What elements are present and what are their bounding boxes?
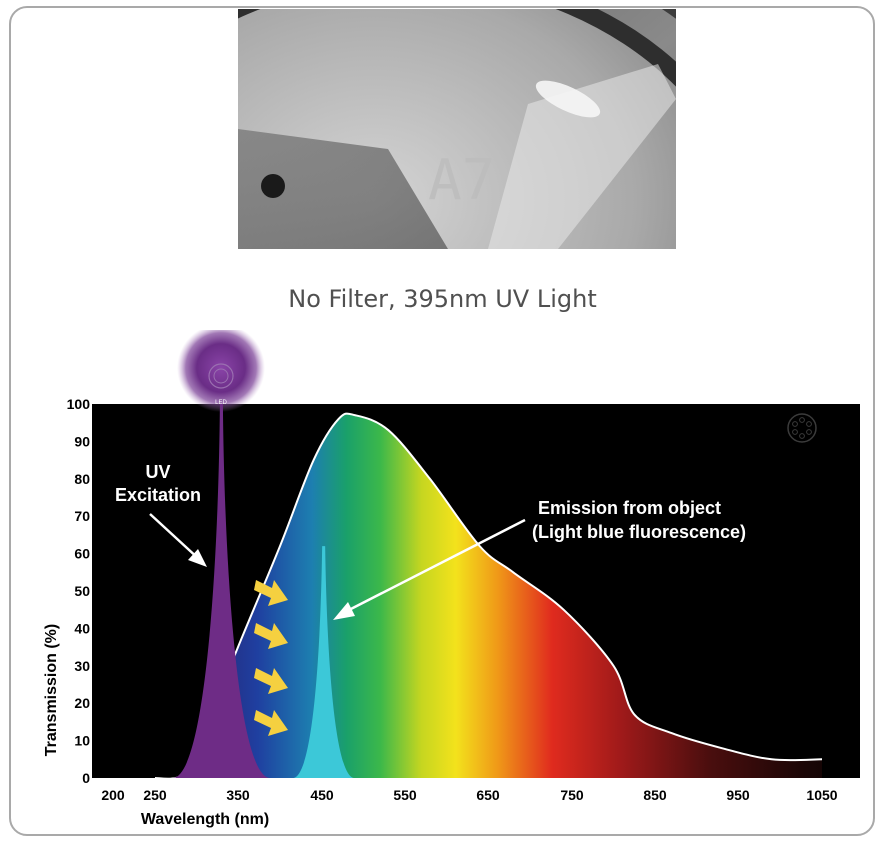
y-tick-label: 60	[74, 546, 90, 562]
figure-caption: No Filter, 395nm UV Light	[288, 285, 597, 313]
y-tick-label: 90	[74, 433, 90, 449]
x-tick-label: 650	[476, 787, 500, 803]
led-icon	[208, 363, 234, 389]
led-label: LED	[215, 400, 227, 406]
y-tick-label: 80	[74, 471, 90, 487]
y-tick-label: 30	[74, 658, 90, 674]
uv-annotation: UV Excitation	[115, 462, 207, 567]
x-tick-label: 950	[726, 787, 750, 803]
x-tick-label: 1050	[806, 787, 837, 803]
excitation-arrow	[254, 668, 288, 694]
y-tick-label: 70	[74, 508, 90, 524]
y-tick-label: 0	[82, 770, 90, 786]
y-tick-label: 50	[74, 583, 90, 599]
emission-peak	[293, 546, 354, 778]
y-tick-label: 40	[74, 620, 90, 636]
x-tick-label: 350	[226, 787, 250, 803]
y-tick-label: 100	[67, 396, 91, 412]
emission-annotation-line2: (Light blue fluorescence)	[532, 522, 746, 542]
y-tick-label: 20	[74, 695, 90, 711]
emission-annotation-line1: Emission from object	[538, 498, 721, 518]
excitation-arrows	[254, 580, 288, 736]
watermark-icon	[787, 413, 817, 443]
x-axis-label: Wavelength (nm)	[141, 811, 269, 828]
x-tick-label: 250	[143, 787, 167, 803]
engraved-text: A7	[428, 148, 495, 213]
x-tick-label: 850	[643, 787, 667, 803]
uv-photo: A7	[238, 9, 676, 249]
x-tick-label: 550	[393, 787, 417, 803]
emission-annotation: Emission from object (Light blue fluores…	[333, 498, 746, 620]
led-glow	[177, 330, 265, 412]
excitation-arrow	[254, 710, 288, 736]
x-axis-ticks: 200 250 350 450 550 650 750 850 950 1050	[101, 787, 837, 803]
spectrum-chart: LED UV Excitation Emission from object (…	[43, 330, 860, 828]
y-axis-ticks: 0 10 20 30 40 50 60 70 80 90 100	[67, 396, 91, 786]
x-tick-label: 750	[560, 787, 584, 803]
y-tick-label: 10	[74, 733, 90, 749]
excitation-arrow	[254, 623, 288, 649]
uv-excitation-peak	[173, 404, 270, 778]
x-tick-label: 450	[310, 787, 334, 803]
x-tick-label: 200	[101, 787, 125, 803]
y-axis-label: Transmission (%)	[43, 624, 60, 756]
excitation-arrow	[254, 580, 288, 606]
uv-annotation-line2: Excitation	[115, 485, 201, 505]
uv-annotation-line1: UV	[145, 462, 170, 482]
